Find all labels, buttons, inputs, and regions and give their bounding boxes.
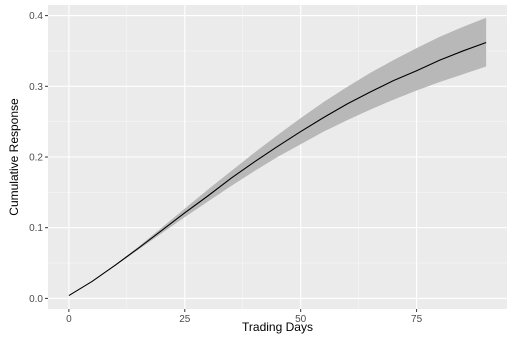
x-axis: 0 25 50 75	[66, 309, 423, 325]
x-tick-label: 50	[295, 314, 307, 325]
x-tick-label: 0	[66, 314, 72, 325]
y-tick-label: 0.0	[29, 294, 43, 305]
y-tick-label: 0.3	[29, 82, 43, 93]
y-axis-title: Cumulative Response	[7, 98, 21, 216]
y-tick-label: 0.2	[29, 153, 43, 164]
y-axis: 0.0 0.1 0.2 0.3 0.4	[29, 11, 48, 305]
x-tick-label: 25	[179, 314, 191, 325]
y-tick-label: 0.1	[29, 223, 43, 234]
x-tick-label: 75	[411, 314, 423, 325]
y-tick-label: 0.4	[29, 11, 43, 22]
x-axis-title: Trading Days	[242, 320, 313, 334]
response-line	[68, 41, 487, 297]
confidence-band	[68, 17, 487, 296]
